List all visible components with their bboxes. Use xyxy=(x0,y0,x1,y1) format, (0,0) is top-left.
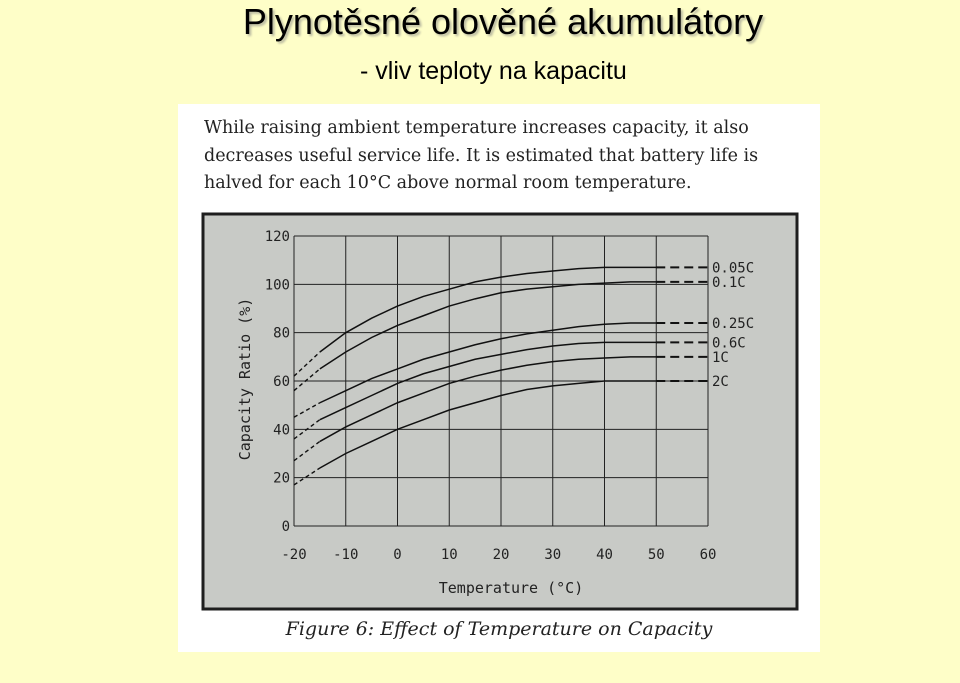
figure-caption: Figure 6: Effect of Temperature on Capac… xyxy=(285,618,713,640)
y-tick-label: 40 xyxy=(273,422,290,438)
series-line-0.6C xyxy=(319,341,657,421)
y-tick-label: 80 xyxy=(273,326,290,342)
series-line-0.05C xyxy=(319,266,657,353)
series-extrapolation-1C xyxy=(293,440,321,462)
capacity-temperature-chart: -20 -10 0 10 20 30 40 50 60 0 20 40 60 80 100 120 Temper… xyxy=(201,212,799,640)
series-label-1C: 1C xyxy=(712,350,729,366)
x-tick-label: 20 xyxy=(493,547,510,563)
x-tick-label: 10 xyxy=(441,547,458,563)
slide-title: Plynotěsné olověné akumulátory xyxy=(242,1,764,42)
y-tick-label: 60 xyxy=(273,374,290,390)
y-tick-label: 100 xyxy=(265,277,290,293)
x-tick-label: 0 xyxy=(393,547,401,563)
x-tick-label: 50 xyxy=(648,547,665,563)
plot-frame xyxy=(201,212,799,611)
x-axis-label: Temperature (°C) xyxy=(439,579,584,597)
series-label-2C: 2C xyxy=(712,374,729,390)
series-extrapolation-2C xyxy=(293,467,321,486)
series-extrapolation-0.1C xyxy=(293,368,321,392)
description-line: halved for each 10°C above normal room t… xyxy=(204,173,692,193)
x-tick-label: -10 xyxy=(333,547,358,563)
series-extrapolation-0.25C xyxy=(293,402,321,418)
series-line-0.25C xyxy=(319,322,657,404)
figure-panel: While raising ambient temperature increa… xyxy=(178,104,820,652)
slide-subtitle: - vliv teploty na kapacitu xyxy=(360,57,627,85)
y-tick-label: 0 xyxy=(282,519,290,535)
series-label-0.05C: 0.05C xyxy=(712,260,754,276)
series-label-0.6C: 0.6C xyxy=(712,335,746,351)
series-line-1C xyxy=(319,356,657,443)
description-line: decreases useful service life. It is est… xyxy=(204,145,759,166)
series-extrapolation-0.6C xyxy=(293,419,321,440)
series-label-0.25C: 0.25C xyxy=(712,316,754,332)
series-label-0.1C: 0.1C xyxy=(712,275,746,291)
x-tick-label: 60 xyxy=(700,547,717,563)
x-tick-label: -20 xyxy=(281,547,306,563)
x-tick-label: 30 xyxy=(544,547,561,563)
series-line-0.1C xyxy=(319,281,657,370)
description-line: While raising ambient temperature increa… xyxy=(204,118,749,138)
series-line-2C xyxy=(319,380,657,469)
y-axis-label: Capacity Ratio (%) xyxy=(236,298,254,461)
y-tick-label: 20 xyxy=(273,471,290,487)
y-tick-label: 120 xyxy=(265,229,290,245)
figure-description: While raising ambient temperature increa… xyxy=(204,115,804,198)
x-tick-label: 40 xyxy=(596,547,613,563)
series-extrapolation-0.05C xyxy=(293,351,321,377)
